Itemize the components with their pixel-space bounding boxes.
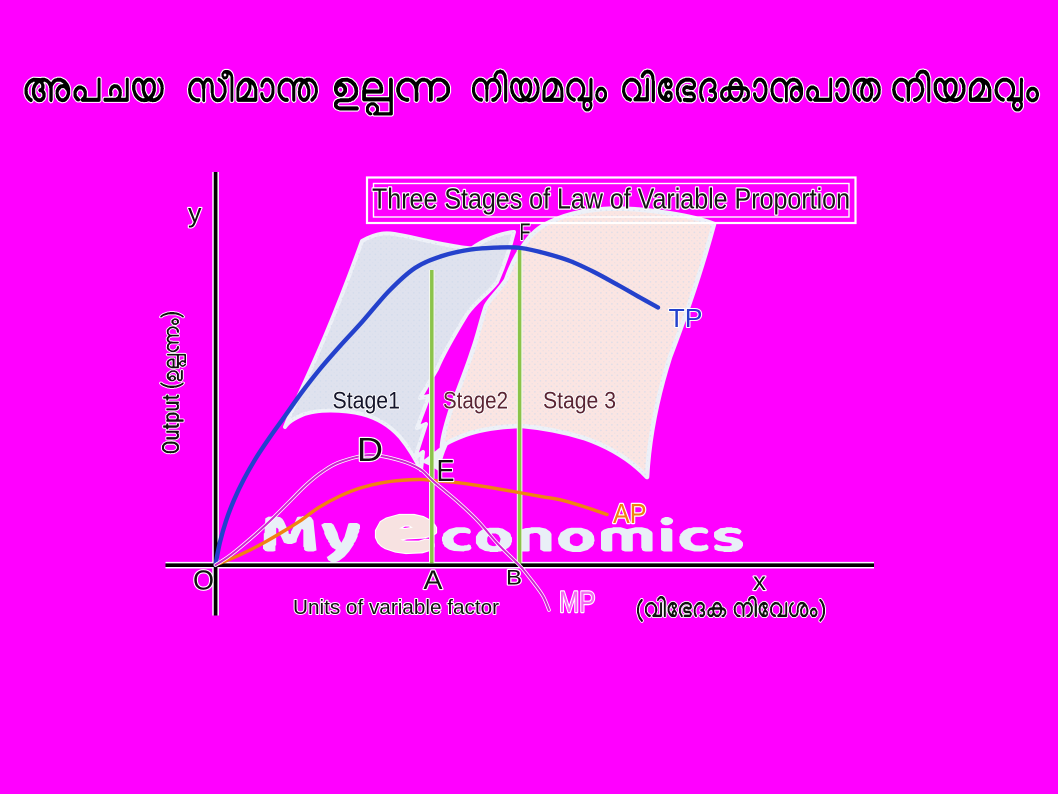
svg-text:Stage2: Stage2	[443, 387, 508, 414]
svg-text:Units of variable factor: Units of variable factor	[293, 597, 499, 619]
svg-text:Three Stages of Law of Variabl: Three Stages of Law of Variable Proporti…	[372, 184, 850, 216]
svg-text:F: F	[520, 219, 531, 246]
svg-text:y: y	[188, 198, 202, 228]
svg-text:A: A	[424, 565, 443, 595]
svg-text:TP: TP	[669, 305, 703, 333]
svg-text:D: D	[357, 431, 383, 468]
svg-text:MP: MP	[559, 586, 596, 619]
svg-text:Stage 3: Stage 3	[543, 388, 616, 415]
svg-text:E: E	[437, 453, 455, 488]
svg-text:O: O	[193, 565, 214, 596]
svg-text:AP: AP	[613, 498, 647, 529]
svg-text:B: B	[506, 566, 522, 590]
svg-text:Stage1: Stage1	[333, 388, 401, 415]
svg-text:x: x	[753, 566, 766, 596]
